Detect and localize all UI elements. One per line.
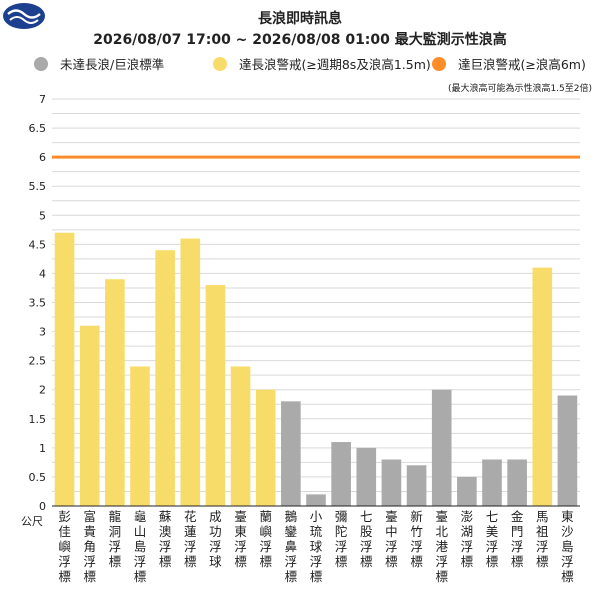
bar — [155, 250, 175, 506]
page-subtitle: 2026/08/07 17:00 ~ 2026/08/08 01:00 最大監測… — [93, 32, 507, 48]
x-tick-label: 七股浮標 — [360, 509, 373, 569]
x-tick-label: 成功浮球 — [209, 509, 222, 569]
bar — [230, 366, 251, 506]
y-tick-label: 2 — [39, 384, 46, 397]
x-tick-label: 小琉球浮標 — [310, 509, 323, 584]
legend-label-none: 未達長浪/巨浪標準 — [60, 57, 165, 72]
bar — [482, 459, 502, 506]
y-tick-label: 0.5 — [29, 471, 47, 484]
x-tick-label: 新竹浮標 — [410, 509, 423, 569]
y-tick-label: 2.5 — [29, 355, 47, 368]
legend-dot-gray — [34, 56, 48, 71]
bar — [532, 267, 553, 506]
y-tick-label: 3 — [39, 326, 46, 339]
y-tick-label: 7 — [39, 93, 46, 106]
logo-icon — [3, 3, 45, 29]
page-title: 長浪即時訊息 — [258, 11, 342, 27]
y-tick-label: 5.5 — [29, 180, 47, 193]
y-tick-label: 1.5 — [29, 413, 47, 426]
bar — [79, 325, 100, 506]
legend-label-long: 達長浪警戒(≥週期8s及浪高1.5m) — [239, 57, 431, 72]
x-tick-label: 臺中浮標 — [385, 509, 398, 569]
x-tick-label: 七美浮標 — [486, 509, 499, 569]
x-tick-label: 臺東浮標 — [234, 509, 247, 569]
legend-dot-orange — [432, 56, 446, 71]
bar — [331, 442, 351, 506]
bar — [431, 389, 452, 506]
bar — [255, 389, 276, 506]
chart-note: (最大浪高可能為示性浪高1.5至2倍) — [447, 84, 592, 94]
legend-item-giant: 達巨浪警戒(≥浪高6m) — [432, 54, 586, 73]
x-tick-label: 東沙島浮標 — [561, 509, 574, 584]
x-tick-label: 鵝鑾鼻浮標 — [285, 509, 298, 584]
bar — [54, 232, 75, 506]
bar — [205, 285, 226, 506]
y-tick-label: 3.5 — [29, 297, 47, 310]
bar — [306, 494, 326, 506]
bar — [381, 459, 402, 506]
x-tick-label: 花蓮浮標 — [184, 509, 197, 569]
bar — [457, 476, 477, 506]
x-tick-label: 龍洞浮標 — [109, 509, 122, 569]
bar — [507, 459, 527, 506]
x-tick-label: 龜山島浮標 — [134, 509, 147, 584]
y-tick-label: 6 — [39, 151, 46, 164]
legend: 未達長浪/巨浪標準 達長浪警戒(≥週期8s及浪高1.5m) 達巨浪警戒(≥浪高6… — [0, 54, 600, 74]
x-tick-label: 馬祖浮標 — [536, 509, 549, 569]
x-tick-label: 富貴角浮標 — [83, 509, 96, 584]
x-tick-label: 彌陀浮標 — [335, 509, 348, 569]
bar — [557, 395, 578, 506]
legend-item-none: 未達長浪/巨浪標準 — [34, 54, 164, 73]
y-tick-label: 5 — [39, 209, 46, 222]
bar — [406, 465, 427, 506]
bar — [105, 279, 125, 506]
bar — [356, 447, 377, 506]
x-tick-label: 蘇澳浮標 — [159, 509, 172, 569]
x-tick-label: 澎湖浮標 — [461, 509, 474, 569]
x-tick-label: 彭佳嶼浮標 — [58, 509, 71, 584]
x-tick-label: 金門浮標 — [511, 509, 524, 569]
x-tick-label: 臺北港浮標 — [435, 509, 448, 584]
y-tick-label: 6.5 — [29, 122, 47, 135]
y-tick-label: 0 — [39, 500, 46, 513]
legend-dot-yellow — [213, 56, 227, 71]
bar — [281, 401, 301, 506]
unit-label: 公尺 — [21, 515, 43, 528]
y-tick-label: 4.5 — [29, 238, 47, 251]
y-tick-label: 4 — [39, 267, 46, 280]
bar — [130, 366, 150, 506]
legend-label-giant: 達巨浪警戒(≥浪高6m) — [458, 57, 586, 72]
bar — [180, 238, 201, 507]
y-tick-label: 1 — [39, 442, 46, 455]
x-tick-label: 蘭嶼浮標 — [259, 509, 272, 569]
legend-item-long: 達長浪警戒(≥週期8s及浪高1.5m) — [213, 54, 431, 73]
